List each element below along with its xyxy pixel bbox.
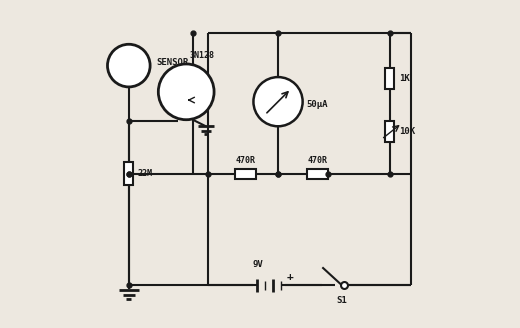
Circle shape (158, 64, 214, 120)
Bar (385, 120, 395, 142)
Text: 50μA: 50μA (306, 100, 328, 110)
Bar (385, 68, 395, 89)
Circle shape (253, 77, 303, 126)
Text: 1K: 1K (399, 74, 410, 83)
Text: 9V: 9V (253, 259, 264, 269)
Circle shape (108, 44, 150, 87)
Bar (124, 162, 134, 185)
Text: 470R: 470R (307, 156, 328, 165)
Text: SENSOR: SENSOR (157, 58, 189, 67)
Bar (307, 169, 328, 179)
Text: 470R: 470R (235, 156, 255, 165)
Text: 3N128: 3N128 (189, 51, 214, 60)
Text: 10K: 10K (399, 127, 415, 136)
Text: S1: S1 (336, 296, 347, 305)
Text: 22M: 22M (137, 169, 152, 178)
Text: +: + (286, 272, 293, 282)
Bar (235, 169, 256, 179)
